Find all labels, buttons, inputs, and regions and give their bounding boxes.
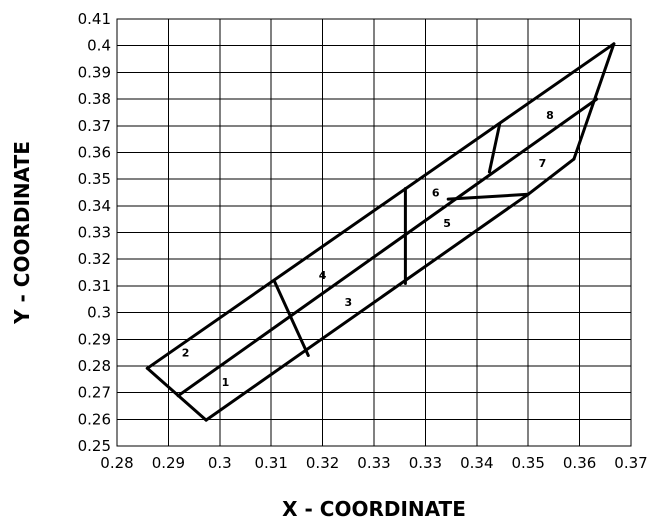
boundary-divider-5-7 xyxy=(446,192,530,201)
y-tick-label: 0.27 xyxy=(78,384,111,402)
region-label-3: 3 xyxy=(344,296,352,309)
x-tick-label: 0.34 xyxy=(460,454,493,472)
y-axis-ticks: 0.25 0.26 0.27 0.28 0.29 0.3 0.31 0.32 0.33 0.34 0… xyxy=(78,10,111,455)
y-tick-label: 0.33 xyxy=(78,224,111,242)
y-tick-label: 0.36 xyxy=(78,143,111,161)
y-tick-label: 0.38 xyxy=(78,90,111,108)
x-tick-label: 0.33 xyxy=(357,454,390,472)
y-tick-label: 0.25 xyxy=(78,437,111,455)
x-tick-label: 0.37 xyxy=(614,454,647,472)
region-label-8: 8 xyxy=(546,109,554,122)
x-tick-label: 0.31 xyxy=(254,454,287,472)
y-tick-label: 0.35 xyxy=(78,170,111,188)
region-label-7: 7 xyxy=(539,157,547,170)
boundary-outline-lower-right xyxy=(526,157,576,196)
y-tick-label: 0.28 xyxy=(78,357,111,375)
plot-frame xyxy=(116,18,632,447)
region-labels: 1 2 3 4 5 6 7 8 xyxy=(182,109,554,389)
y-tick-label: 0.26 xyxy=(78,410,111,428)
x-tick-label: 0.32 xyxy=(306,454,339,472)
x-tick-label: 0.29 xyxy=(152,454,185,472)
x-tick-label: 0.28 xyxy=(100,454,133,472)
region-label-5: 5 xyxy=(443,217,451,230)
region-label-6: 6 xyxy=(432,186,440,199)
x-axis-title: X - COORDINATE xyxy=(282,497,466,521)
boundary-outline-bottom xyxy=(204,192,530,422)
x-tick-label: 0.33 xyxy=(409,454,442,472)
y-tick-label: 0.41 xyxy=(78,10,111,28)
grid-lines xyxy=(116,18,632,447)
boundary-midline xyxy=(176,97,599,398)
x-tick-label: 0.35 xyxy=(511,454,544,472)
x-tick-label: 0.3 xyxy=(208,454,232,472)
y-tick-label: 0.39 xyxy=(78,63,111,81)
x-axis-ticks: 0.28 0.29 0.3 0.31 0.32 0.33 0.33 0.34 0.35 0.36 0… xyxy=(100,454,647,472)
region-label-1: 1 xyxy=(222,376,230,389)
y-tick-label: 0.34 xyxy=(78,197,111,215)
region-label-2: 2 xyxy=(182,347,190,360)
y-axis-title: Y - COORDINATE xyxy=(10,141,34,325)
boundary-divider-1-2-4 xyxy=(273,280,310,357)
x-tick-label: 0.36 xyxy=(563,454,596,472)
y-tick-label: 0.4 xyxy=(87,37,111,55)
y-tick-label: 0.31 xyxy=(78,277,111,295)
boundary-divider-6-8 xyxy=(487,122,502,174)
boundary-outline-top xyxy=(145,42,616,370)
region-boundaries xyxy=(145,42,616,422)
y-tick-label: 0.29 xyxy=(78,330,111,348)
boundary-outline-left xyxy=(145,366,208,422)
region-label-4: 4 xyxy=(319,269,327,282)
y-tick-label: 0.3 xyxy=(87,304,111,322)
y-tick-label: 0.32 xyxy=(78,250,111,268)
y-tick-label: 0.37 xyxy=(78,117,111,135)
